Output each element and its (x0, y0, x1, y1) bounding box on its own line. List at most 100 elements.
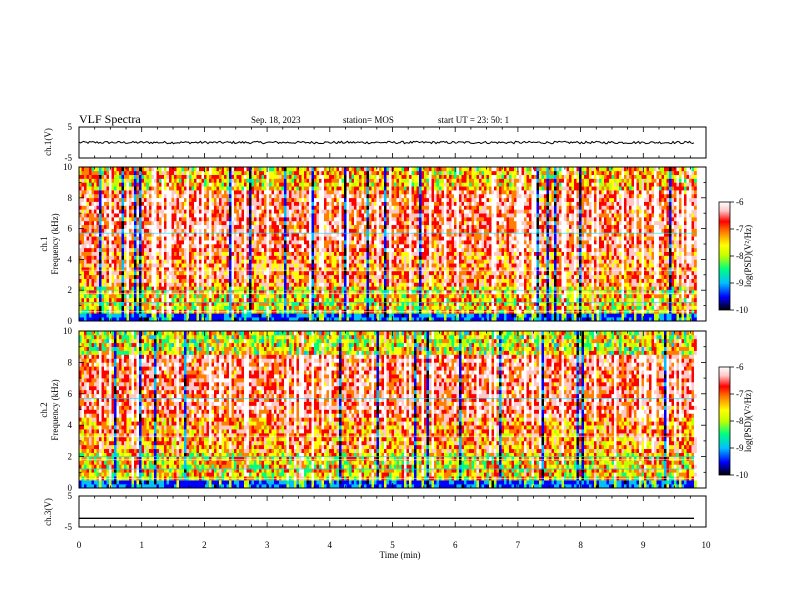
spectrogram-cell (141, 232, 145, 237)
spectrogram-cell (181, 259, 185, 264)
spectrogram-cell (206, 305, 210, 310)
spectrogram-cell (211, 294, 215, 299)
spectrogram-cell (379, 186, 382, 191)
spectrogram-cell (231, 209, 235, 214)
spectrogram-cell (186, 190, 190, 195)
ch1-waveform-line (78, 140, 695, 145)
spectrogram-cell (311, 220, 315, 226)
spectrogram-cell (231, 313, 235, 318)
spectrogram-cell (236, 205, 240, 210)
spectrogram-cell (341, 290, 345, 295)
spectrogram-cell (316, 290, 320, 295)
spectrogram-cell (371, 297, 375, 303)
spectrogram-cell (174, 182, 177, 187)
spectrogram-cell (304, 301, 307, 306)
spectrogram-cell (384, 236, 387, 241)
spectrogram-cell (121, 251, 125, 256)
spectrogram-cell (124, 274, 127, 279)
spectrogram-cell (184, 274, 187, 279)
spectrogram-cell (194, 228, 197, 233)
spectrogram-cell (106, 186, 110, 191)
spectrogram-cell (214, 286, 217, 291)
spectrogram-cell (274, 282, 277, 287)
spectrogram-cell (356, 244, 360, 249)
spectrogram-cell (354, 186, 357, 191)
spectrogram-cell (161, 259, 165, 264)
spectrogram-cell (139, 259, 142, 264)
spectrogram-cell (249, 205, 252, 210)
spectrogram-cell (129, 236, 132, 241)
spectrogram-cell (169, 190, 172, 195)
spectrogram-cell (169, 236, 172, 241)
spectrogram-cell (286, 247, 290, 252)
spectrogram-cell (121, 244, 125, 249)
spectrogram-cell (124, 190, 127, 195)
spectrogram-cell (186, 270, 190, 276)
spectrogram-cell (141, 290, 145, 295)
spectrogram-cell (121, 174, 125, 179)
spectrogram-cell (281, 170, 285, 175)
spectrogram-cell (256, 286, 260, 291)
spectrogram-cell (186, 244, 190, 249)
spectrogram-cell (186, 236, 190, 241)
spectrogram-cell (291, 244, 295, 249)
spectrogram-cell (366, 236, 370, 241)
spectrogram-cell (291, 313, 295, 318)
spectrogram-cell (111, 186, 115, 191)
spectrogram-cell (151, 313, 155, 318)
spectrogram-cell (266, 267, 270, 272)
spectrogram-cell (256, 205, 260, 210)
spectrogram-cell (294, 282, 297, 287)
spectrogram-cell (221, 301, 225, 306)
spectrogram-cell (151, 278, 155, 283)
spectrogram-cell (259, 182, 262, 187)
spectrogram-cell (149, 190, 152, 195)
spectrogram-cell (381, 170, 385, 175)
spectrogram-cell (384, 317, 387, 321)
spectrogram-cell (174, 209, 177, 214)
spectrogram-cell (294, 240, 297, 245)
spectrogram-cell (316, 193, 320, 199)
spectrogram-cell (276, 294, 280, 299)
spectrogram-cell (191, 236, 195, 241)
spectrogram-cell (191, 297, 195, 303)
spectrogram-cell (341, 305, 345, 310)
spectrogram-cell (331, 247, 335, 252)
spectrogram-cell (299, 301, 302, 306)
spectrogram-cell (101, 313, 105, 318)
spectrogram-cell (101, 259, 105, 264)
spectrogram-cell (166, 305, 170, 310)
spectrogram-cell (341, 228, 345, 233)
spectrogram-cell (124, 270, 127, 276)
spectrogram-cell (274, 178, 277, 183)
spectrogram-cell (374, 286, 377, 291)
spectrogram-cell (276, 197, 280, 202)
spectrogram-cell (131, 240, 135, 245)
spectrogram-cell (241, 236, 245, 241)
spectrogram-cell (356, 209, 360, 214)
spectrogram-cell (111, 317, 115, 321)
spectrogram-cell (331, 236, 335, 241)
spectrogram-cell (126, 263, 130, 268)
spectrogram-cell (259, 209, 262, 214)
spectrogram-cell (321, 201, 325, 206)
spectrogram-cell (91, 209, 95, 214)
spectrogram-cell (296, 259, 300, 264)
spectrogram-cell (149, 217, 152, 222)
spectrogram-cell (191, 170, 195, 175)
spectrogram-cell (339, 270, 342, 276)
spectrogram-cell (84, 297, 87, 303)
spectrogram-cell (141, 278, 145, 283)
spectrogram-cell (361, 251, 365, 256)
spectrogram-cell (89, 282, 92, 287)
spectrogram-cell (379, 255, 382, 260)
spectrogram-cell (126, 301, 130, 306)
spectrogram-cell (269, 282, 272, 287)
spectrogram-cell (219, 190, 222, 195)
spectrogram-cell (236, 286, 240, 291)
spectrogram-cell (86, 178, 90, 183)
spectrogram-cell (231, 178, 235, 183)
spectrogram-cell (349, 224, 352, 229)
spectrogram-cell (324, 317, 327, 321)
spectrogram-cell (129, 190, 132, 195)
